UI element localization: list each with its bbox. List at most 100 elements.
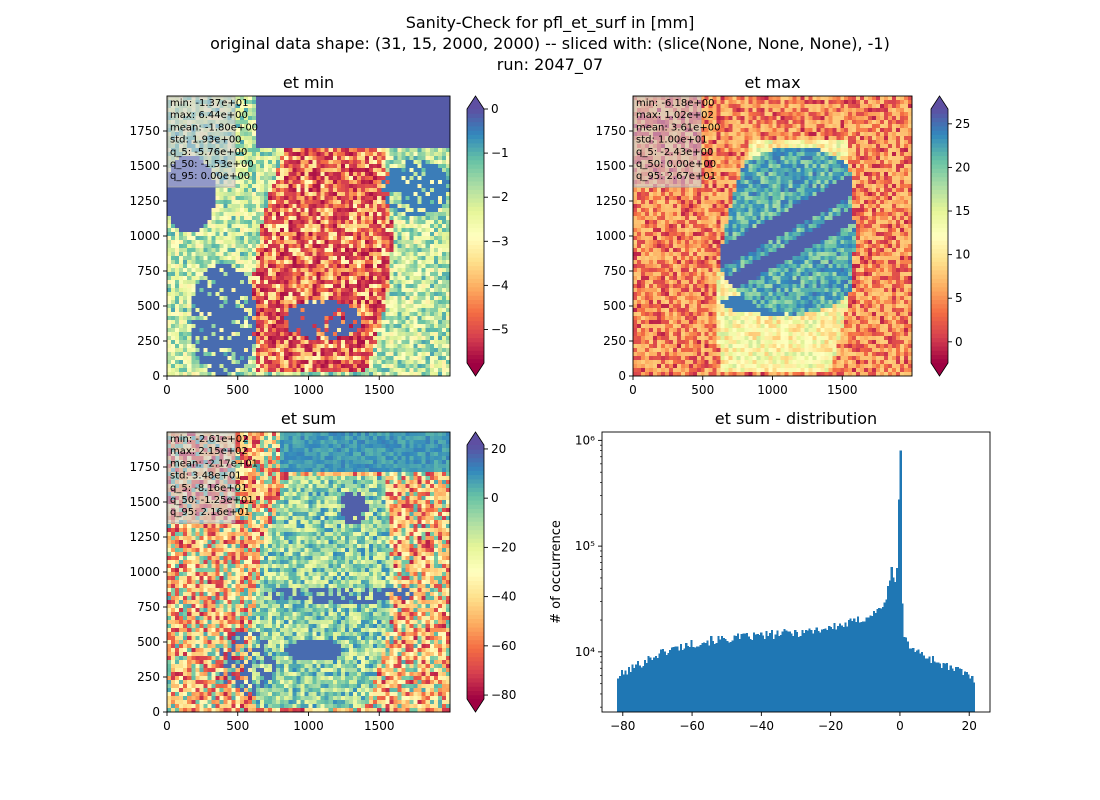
x-tick-label: 0 (163, 383, 171, 397)
histogram-bar (704, 643, 707, 712)
colorbar-step (467, 176, 484, 182)
colorbar-step (467, 185, 484, 190)
colorbar-step (467, 358, 484, 364)
colorbar-tick-label: 10 (955, 248, 970, 262)
x-tick-label: 1000 (293, 719, 324, 733)
histogram-bar (829, 627, 833, 712)
colorbar-step (467, 274, 484, 279)
colorbar-step (931, 248, 948, 254)
histogram-bar (849, 618, 852, 712)
colorbar-step (931, 117, 948, 123)
colorbar-step (467, 538, 484, 543)
y-tick-label: 250 (137, 670, 160, 684)
colorbar-step (931, 214, 948, 220)
colorbar-step (467, 227, 484, 233)
colorbar-step (467, 453, 484, 459)
colorbar-step (467, 341, 484, 347)
histogram-bar (796, 632, 799, 712)
y-tick-label: 750 (137, 600, 160, 614)
histogram-bar (667, 652, 670, 712)
histogram-bar (856, 616, 859, 712)
colorbar-step (467, 622, 484, 628)
histogram-bar (647, 655, 650, 712)
histogram-bar (713, 643, 716, 712)
colorbar-step (467, 164, 484, 169)
stats-line: std: 1.00e+01 (636, 135, 708, 146)
colorbar-tick-label: 20 (955, 160, 970, 174)
colorbar-step (467, 219, 484, 224)
y-tick-label: 1500 (595, 159, 626, 173)
histogram-bars (617, 450, 976, 712)
histogram-bar (649, 657, 652, 712)
colorbar-step (931, 307, 948, 313)
colorbar-step (467, 461, 484, 467)
colorbar-step (467, 214, 484, 220)
colorbar-step (467, 567, 484, 573)
colorbar-step (467, 138, 484, 144)
histogram-bar (922, 655, 926, 712)
colorbar-step (467, 151, 484, 157)
histogram-bar (781, 631, 784, 712)
histogram-bar (735, 636, 738, 712)
histogram-bar (636, 661, 639, 712)
histogram-bar (794, 629, 797, 712)
histogram-bar (767, 635, 770, 712)
colorbar-step (931, 291, 948, 296)
histogram-bar (858, 622, 861, 712)
x-tick-label: 500 (226, 719, 249, 733)
colorbar-step (467, 588, 484, 594)
stats-line: max: 6.44e+00 (170, 110, 248, 121)
colorbar-step (467, 244, 484, 250)
colorbar-step (467, 631, 484, 636)
colorbar-step (931, 168, 948, 173)
histogram-bar (801, 630, 804, 712)
colorbar-step (931, 206, 948, 212)
colorbar-step (931, 134, 948, 140)
colorbar-step (467, 635, 484, 641)
colorbar-step (467, 512, 484, 518)
colorbar-step (931, 176, 948, 182)
histogram-bar (967, 674, 970, 712)
y-tick-label: 1750 (595, 124, 626, 138)
colorbar-step (931, 320, 948, 326)
colorbar-step (467, 487, 484, 493)
histogram-bar (619, 675, 622, 712)
colorbar-step (931, 303, 948, 309)
colorbar-tick-label: −20 (491, 540, 516, 554)
histogram-bar (787, 631, 790, 712)
x-tick-label: 500 (691, 383, 714, 397)
histogram-bar (872, 610, 875, 712)
y-tick-label: 0 (618, 369, 626, 383)
histogram-bar (737, 633, 740, 712)
histogram-panel: et sum - distribution −80 −60 −40 −20 0 20 10⁴ 1… (549, 409, 991, 733)
y-tick-label: 250 (603, 334, 626, 348)
histogram-bar (770, 630, 774, 712)
histogram-bar (828, 626, 831, 712)
colorbar-step (931, 337, 948, 343)
histogram-bar (896, 568, 899, 712)
histogram-bar (962, 674, 965, 712)
histogram-bar (921, 651, 924, 712)
colorbar-frame (930, 95, 949, 377)
colorbar-step (467, 478, 484, 484)
histogram-bar (883, 602, 886, 712)
colorbar-step (931, 210, 948, 216)
heatmap-field (633, 96, 913, 377)
colorbar-step (931, 109, 948, 114)
colorbar-tick-label: 25 (955, 117, 970, 131)
histogram-bar (620, 670, 623, 712)
x-tick-label: 0 (163, 719, 171, 733)
histogram-bar (690, 639, 693, 712)
colorbar-step (931, 231, 948, 237)
histogram-bar (772, 639, 775, 712)
y-tick-label: 250 (137, 334, 160, 348)
colorbar-step (931, 286, 948, 292)
y-tick-label: 500 (603, 299, 626, 313)
colorbar-step (467, 677, 484, 683)
colorbar-step (467, 576, 484, 581)
histogram-bar (887, 586, 890, 712)
colorbar-step (931, 164, 948, 169)
colorbar-step (931, 172, 948, 178)
colorbar-step (467, 457, 484, 463)
